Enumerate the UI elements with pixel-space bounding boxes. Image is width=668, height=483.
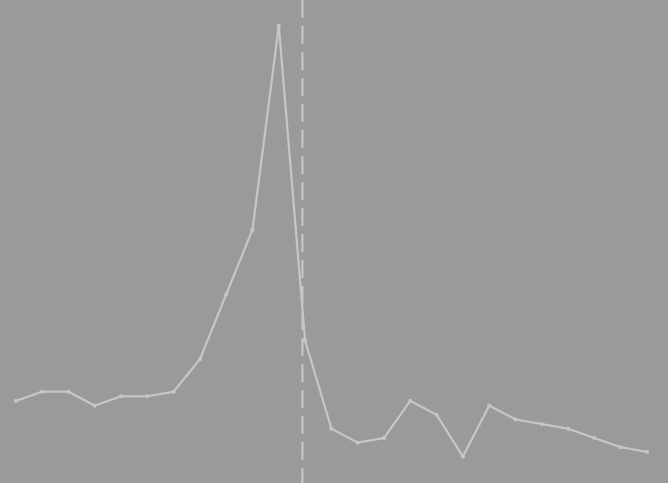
data-point (592, 436, 597, 440)
data-point (276, 23, 281, 28)
data-point (566, 426, 571, 431)
data-point (645, 449, 649, 454)
data-point (460, 454, 465, 459)
data-point (434, 412, 439, 417)
data-point (171, 389, 176, 394)
data-point (66, 389, 71, 394)
data-point (224, 292, 229, 297)
points-layer (13, 23, 649, 459)
data-point (329, 426, 334, 431)
data-point (145, 394, 150, 399)
data-point (618, 445, 623, 450)
data-point (513, 417, 518, 422)
data-point (13, 398, 18, 403)
data-point (92, 403, 97, 408)
data-point (40, 389, 45, 394)
data-point (119, 394, 123, 399)
data-point (250, 227, 255, 232)
data-point (487, 403, 492, 408)
data-point (539, 422, 544, 427)
data-point (382, 436, 386, 440)
data-point (197, 357, 202, 362)
data-point (303, 338, 308, 343)
data-point (408, 398, 413, 403)
data-point (355, 440, 360, 445)
